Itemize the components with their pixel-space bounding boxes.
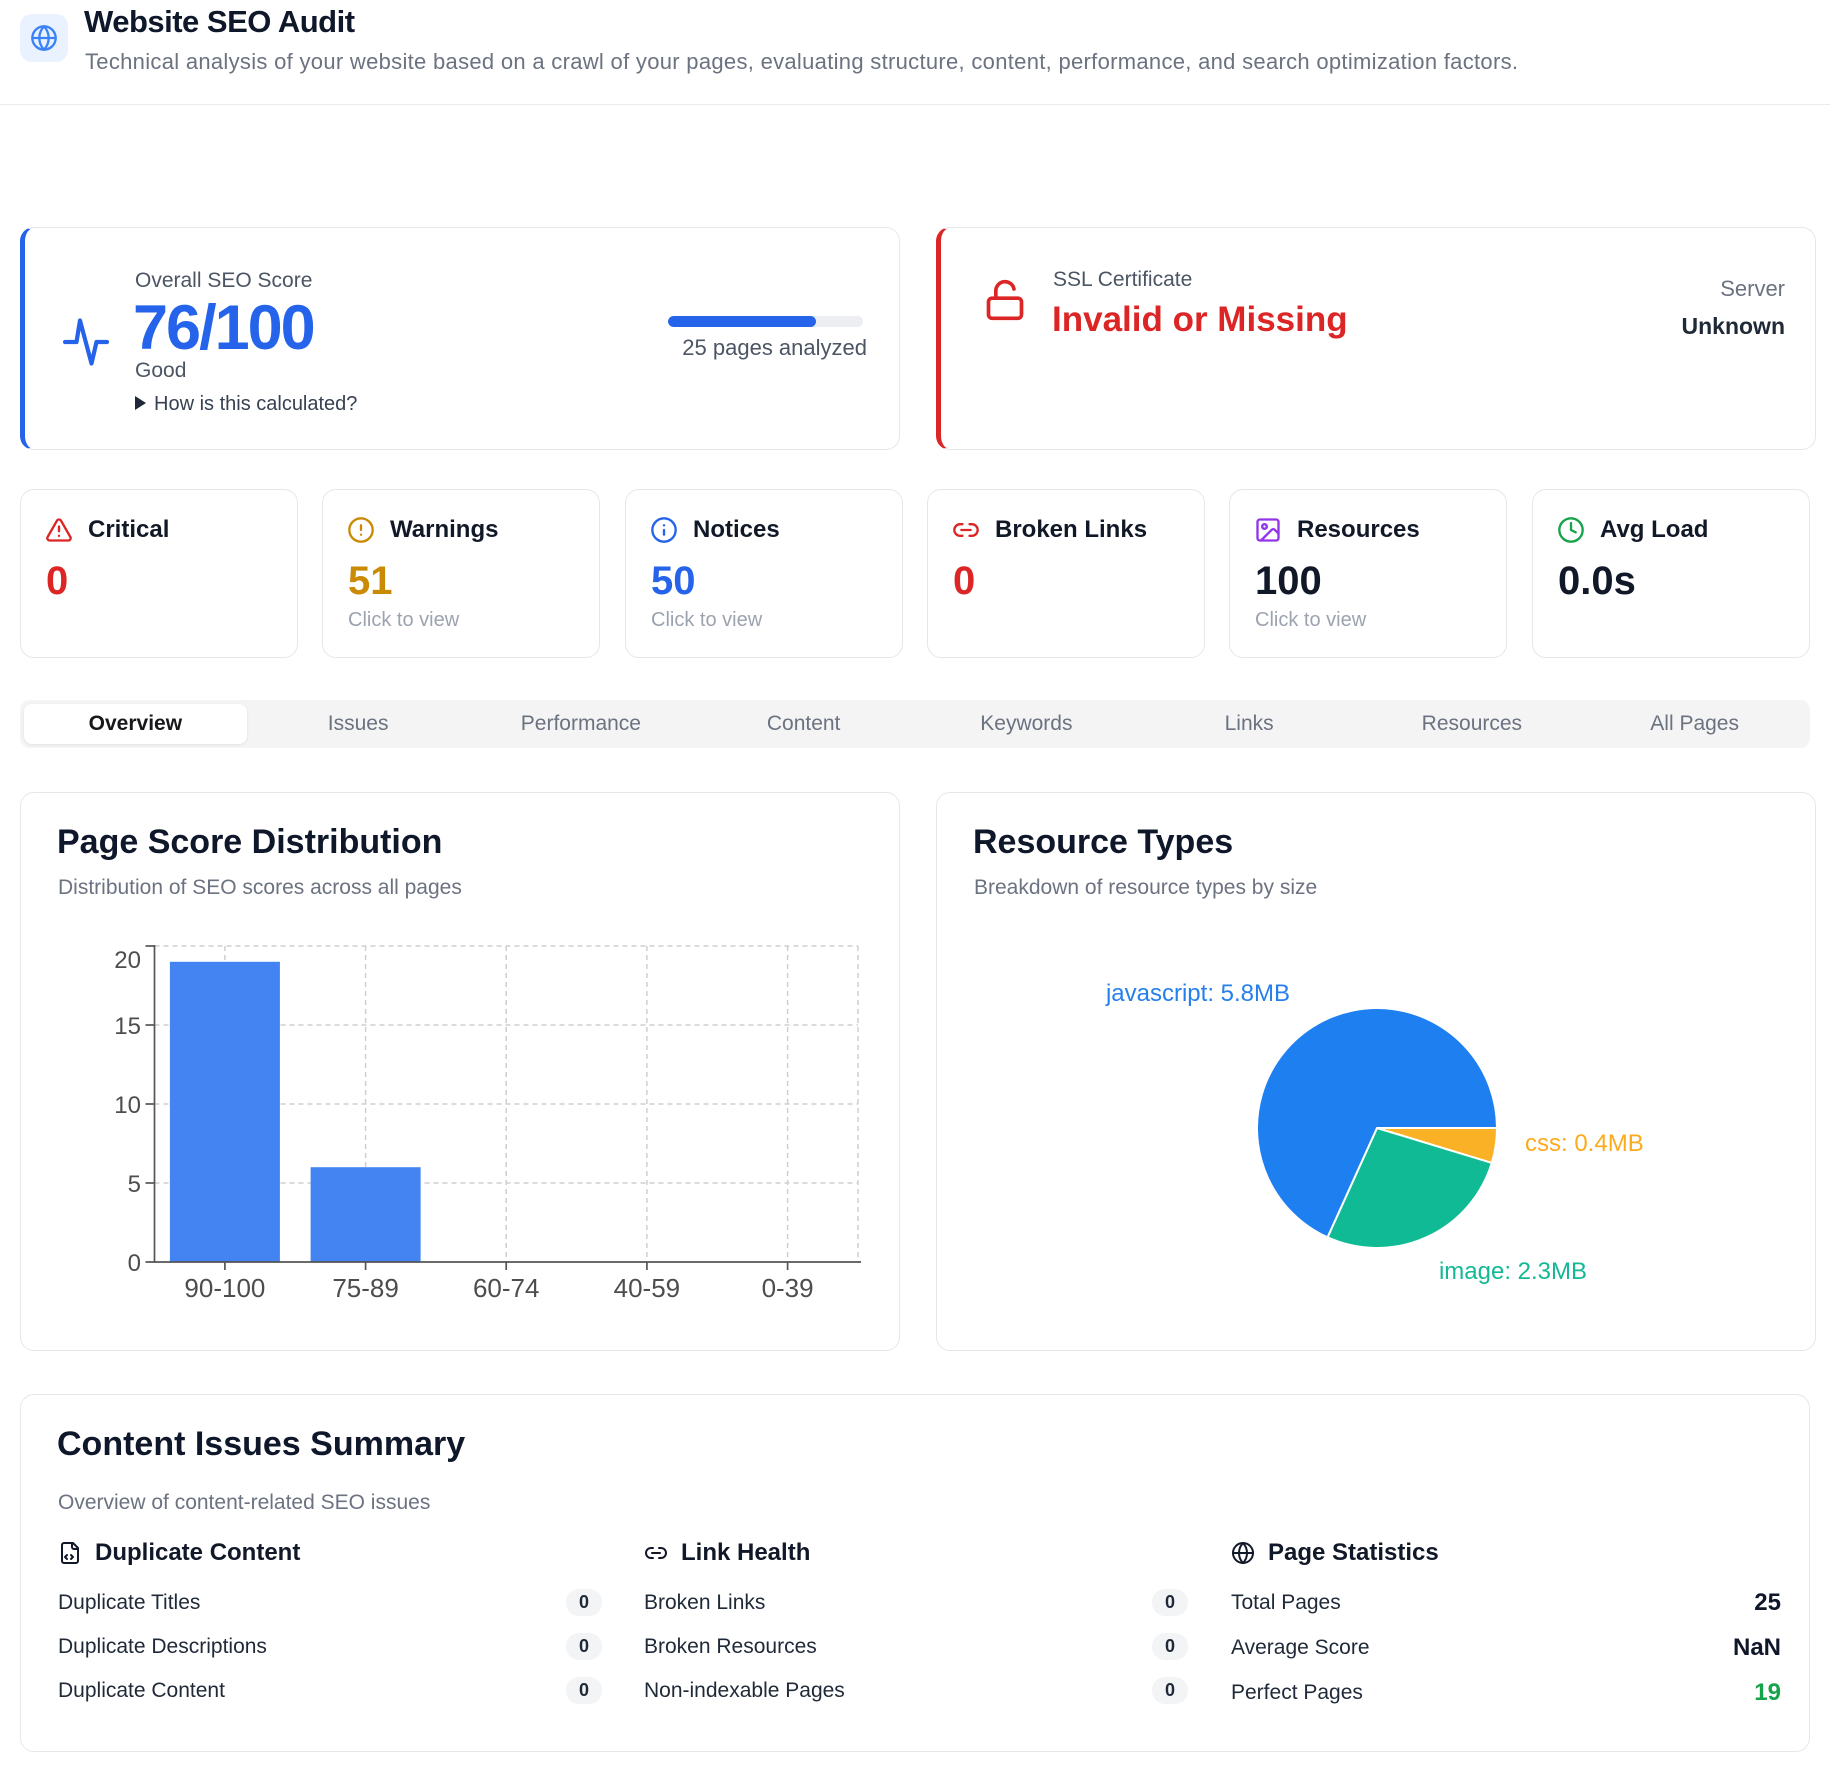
- svg-text:0: 0: [128, 1250, 141, 1277]
- svg-text:40-59: 40-59: [614, 1273, 681, 1303]
- svg-text:90-100: 90-100: [184, 1273, 265, 1303]
- svg-text:10: 10: [114, 1092, 141, 1119]
- svg-text:20: 20: [114, 947, 141, 974]
- svg-text:60-74: 60-74: [473, 1273, 540, 1303]
- svg-text:css: 0.4MB: css: 0.4MB: [1525, 1130, 1644, 1157]
- svg-text:javascript: 5.8MB: javascript: 5.8MB: [1105, 980, 1290, 1007]
- svg-text:75-89: 75-89: [332, 1273, 399, 1303]
- svg-text:image: 2.3MB: image: 2.3MB: [1439, 1258, 1587, 1285]
- svg-text:0-39: 0-39: [762, 1273, 814, 1303]
- svg-text:5: 5: [128, 1171, 141, 1198]
- svg-text:15: 15: [114, 1013, 141, 1040]
